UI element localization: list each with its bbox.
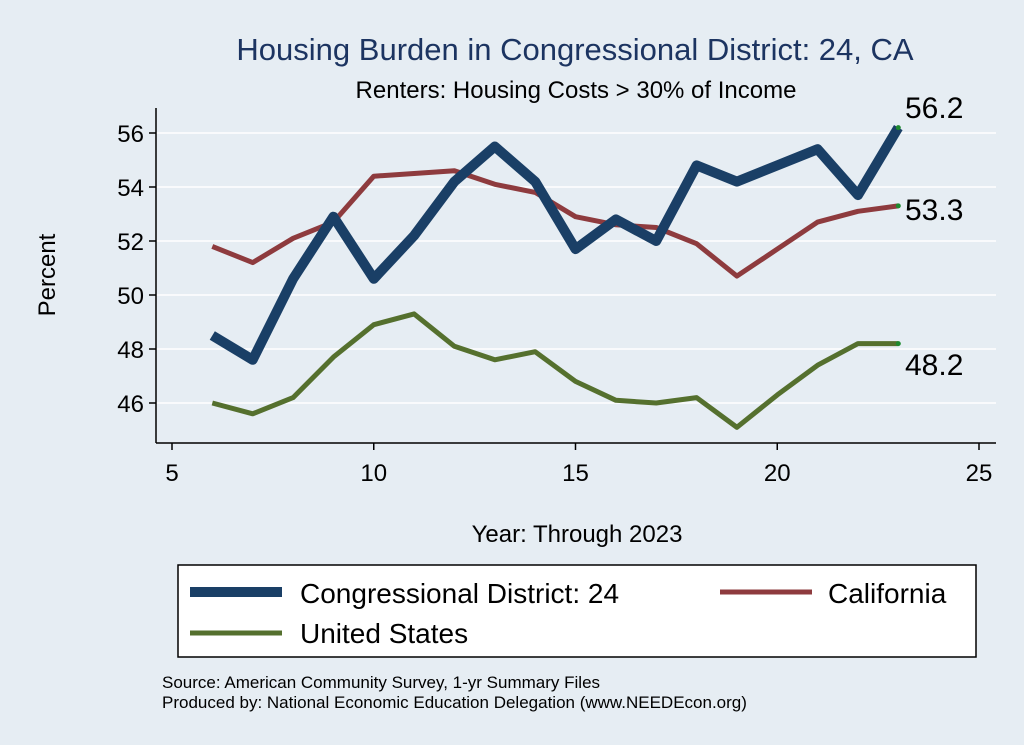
x-tick-label: 20 — [764, 460, 791, 487]
y-tick-label: 56 — [117, 121, 144, 148]
series-district-line — [209, 125, 903, 365]
x-tick-label: 5 — [165, 460, 178, 487]
end-label-district: 56.2 — [905, 92, 963, 125]
source-note: Source: American Community Survey, 1-yr … — [162, 673, 600, 692]
y-tick-label: 48 — [117, 337, 144, 364]
legend-box — [177, 564, 977, 658]
chart-subtitle: Renters: Housing Costs > 30% of Income — [356, 77, 797, 104]
plot-area — [156, 108, 996, 443]
end-label-california: 53.3 — [905, 194, 963, 227]
y-tick-label: 50 — [117, 283, 144, 310]
y-ticks: 46 48 50 52 54 56 — [117, 121, 156, 418]
end-labels: 56.2 53.3 48.2 — [905, 92, 963, 382]
series-us-line — [211, 311, 899, 430]
y-tick-label: 52 — [117, 229, 144, 256]
x-ticks: 5 10 15 20 25 — [165, 443, 992, 487]
x-axis-label: Year: Through 2023 — [472, 521, 683, 548]
series-end-point — [895, 203, 901, 209]
x-tick-label: 15 — [562, 460, 589, 487]
gridlines — [156, 132, 996, 404]
series-layer — [209, 125, 903, 430]
producer-note: Produced by: National Economic Education… — [162, 693, 747, 712]
y-axis-label: Percent — [34, 233, 61, 316]
legend-label-us: United States — [300, 618, 468, 649]
x-tick-label: 25 — [966, 460, 993, 487]
series-end-point — [895, 341, 901, 347]
x-tick-label: 10 — [360, 460, 387, 487]
y-tick-label: 46 — [117, 391, 144, 418]
end-label-us: 48.2 — [905, 349, 963, 382]
legend-label-california: California — [828, 578, 947, 609]
chart-title: Housing Burden in Congressional District… — [236, 32, 913, 67]
series-end-point — [895, 125, 901, 131]
legend-label-district: Congressional District: 24 — [300, 578, 619, 609]
y-tick-label: 54 — [117, 175, 144, 202]
